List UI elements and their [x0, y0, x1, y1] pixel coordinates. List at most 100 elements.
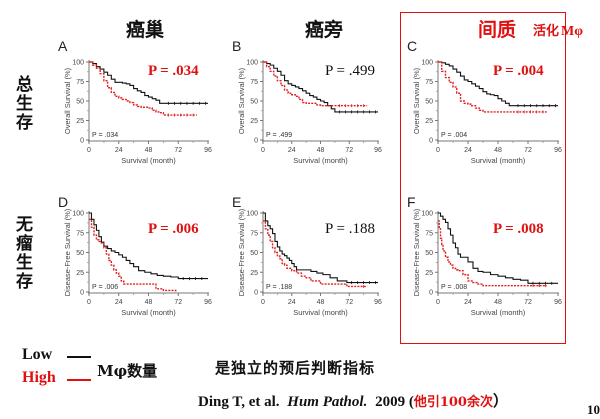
- panel-d-y-axis-label: Disease-Free Survival (%): [63, 208, 72, 296]
- panel-c-y-tick-label: 100: [421, 60, 433, 67]
- panel-a-letter: A: [58, 38, 68, 54]
- column-title-stroma: 间质: [478, 19, 517, 41]
- panel-c-x-tick-label: 72: [524, 147, 532, 154]
- column-title-peritumor: 癌旁: [305, 19, 344, 41]
- panel-c-p-value-large: P = .004: [493, 63, 544, 79]
- panel-f-y-tick-label: 0: [429, 290, 433, 297]
- legend-high-label: High: [22, 369, 56, 386]
- panel-a-p-inset: P = .034: [92, 132, 118, 139]
- panel-e-letter: E: [232, 194, 241, 210]
- legend-low-line: [67, 356, 91, 358]
- citation-note: 他引100余次: [413, 395, 493, 410]
- panel-f-y-tick-label: 75: [425, 230, 433, 237]
- page-number: 10: [587, 402, 600, 417]
- panel-c-x-axis-label: Survival (month): [471, 156, 526, 165]
- panel-f-p-value-large: P = .008: [493, 221, 544, 237]
- panel-d-curve-high: [89, 218, 177, 292]
- panel-c-x-tick-label: 96: [554, 147, 562, 154]
- panel-f-x-tick-label: 72: [524, 299, 532, 306]
- panel-b-x-axis-label: Survival (month): [293, 156, 348, 165]
- panel-f-p-inset: P = .008: [441, 284, 467, 291]
- citation-authors: Ding T, et al.: [198, 394, 280, 410]
- panel-e-curve-low: [263, 212, 378, 284]
- panel-d-y-tick-label: 100: [72, 211, 84, 218]
- panel-b-x-tick-label: 24: [288, 147, 296, 154]
- stroma-highlight-box: [400, 12, 566, 344]
- legend-low-label: Low: [22, 346, 53, 363]
- citation-year: 2009: [375, 394, 406, 410]
- citation-paren-open: (: [408, 394, 414, 410]
- panel-e-x-tick-label: 96: [374, 299, 382, 306]
- panel-f-x-axis-label: Survival (month): [471, 308, 526, 317]
- survival-charts: A 0 25 50 75 100 0 24 48 72 96 Survival (month) Over…: [58, 38, 562, 317]
- panel-f-curve-low: [438, 212, 558, 284]
- panel-b-x-tick-label: 96: [374, 147, 382, 154]
- panel-d-x-tick-label: 96: [204, 299, 212, 306]
- panel-a-y-tick-label: 25: [76, 118, 84, 125]
- panel-a-curve-low: [89, 61, 208, 104]
- column-title-tumor-nest: 癌巢: [126, 19, 165, 41]
- panel-f-x-tick-label: 0: [436, 299, 440, 306]
- panel-c-curve-high: [438, 61, 547, 113]
- panel-d-letter: D: [58, 194, 68, 210]
- panel-b-curve-low: [263, 61, 378, 113]
- panel-a-x-tick-label: 72: [174, 147, 182, 154]
- conclusion-text: 是独立的预后判断指标: [215, 359, 376, 377]
- panel-b-x-tick-label: 0: [261, 147, 265, 154]
- activated-label: 活化: [533, 24, 560, 39]
- panel-b-x-tick-label: 48: [317, 147, 325, 154]
- panel-c-x-tick-label: 24: [464, 147, 472, 154]
- panel-b-letter: B: [232, 38, 241, 54]
- legend-high-line: [67, 379, 91, 381]
- panel-f-y-tick-label: 100: [421, 211, 433, 218]
- panel-b-y-tick-label: 0: [254, 138, 258, 145]
- panel-a-y-tick-label: 75: [76, 79, 84, 86]
- panel-c-letter: C: [407, 38, 417, 54]
- panel-d-x-tick-label: 48: [145, 299, 153, 306]
- panel-c-y-tick-label: 25: [425, 118, 433, 125]
- panel-a-y-tick-label: 100: [72, 60, 84, 67]
- panel-c-x-tick-label: 48: [494, 147, 502, 154]
- panel-d-p-value-large: P = .006: [148, 221, 199, 237]
- row-label-disease-free-survival: 无瘤生存: [12, 215, 32, 291]
- panel-b-y-axis-label: Overall Survival (%): [237, 67, 246, 134]
- citation-journal: Hum Pathol.: [287, 394, 368, 410]
- panel-e-y-tick-label: 50: [250, 250, 258, 257]
- panel-f-y-axis-label: Disease-Free Survival (%): [412, 208, 421, 296]
- panel-b-curve-high: [263, 61, 368, 107]
- panel-f-x-tick-label: 48: [494, 299, 502, 306]
- panel-e-p-value-large: P = .188: [325, 221, 375, 237]
- panel-f-x-tick-label: 24: [464, 299, 472, 306]
- legend-group-label: Mφ数量: [97, 362, 158, 380]
- panel-e-y-tick-label: 25: [250, 270, 258, 277]
- panel-a-x-axis-label: Survival (month): [121, 156, 176, 165]
- panel-c-y-tick-label: 0: [429, 138, 433, 145]
- panel-d-y-tick-label: 75: [76, 230, 84, 237]
- panel-e-x-axis-label: Survival (month): [293, 308, 348, 317]
- panel-b-y-tick-label: 50: [250, 99, 258, 106]
- panel-a-x-tick-label: 48: [145, 147, 153, 154]
- panel-b-y-tick-label: 25: [250, 118, 258, 125]
- panel-b-y-tick-label: 75: [250, 79, 258, 86]
- panel-a-curve-high: [89, 61, 197, 116]
- panel-f-letter: F: [407, 194, 416, 210]
- panel-c-y-tick-label: 75: [425, 79, 433, 86]
- panel-a-p-value-large: P = .034: [148, 63, 199, 79]
- panel-a-y-axis-label: Overall Survival (%): [63, 67, 72, 134]
- panel-d-x-tick-label: 0: [87, 299, 91, 306]
- panel-f-curve-high: [438, 220, 547, 287]
- panel-d-p-inset: P = .006: [92, 284, 118, 291]
- panel-c-y-tick-label: 50: [425, 99, 433, 106]
- citation: Ding T, et al. Hum Pathol. 2009 (他引100余次…: [198, 390, 508, 411]
- panel-a-x-tick-label: 24: [115, 147, 123, 154]
- panel-f-x-tick-label: 96: [554, 299, 562, 306]
- panel-e-x-tick-label: 48: [317, 299, 325, 306]
- panel-a-x-tick-label: 96: [204, 147, 212, 154]
- panel-e-p-inset: P = .188: [266, 284, 292, 291]
- panel-c-x-tick-label: 0: [436, 147, 440, 154]
- column-title-activated-macrophage: 活化 Mφ: [533, 20, 583, 40]
- panel-a-y-tick-label: 50: [76, 99, 84, 106]
- panel-a-x-tick-label: 0: [87, 147, 91, 154]
- macrophage-symbol: Mφ: [561, 24, 583, 39]
- panel-f-y-tick-label: 25: [425, 270, 433, 277]
